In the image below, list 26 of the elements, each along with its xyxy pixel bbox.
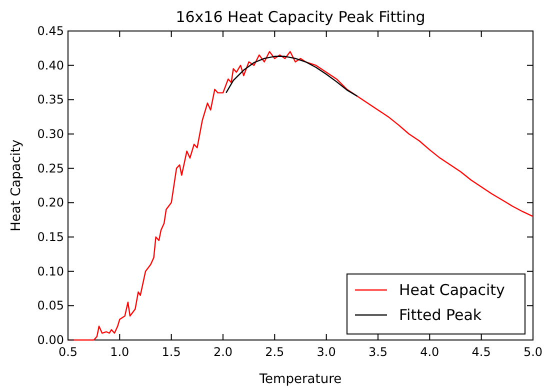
x-axis-title: Temperature <box>258 372 342 387</box>
x-tick-label: 1.5 <box>162 345 181 359</box>
x-tick-label: 2.0 <box>213 345 233 359</box>
y-tick-label: 0.40 <box>37 58 64 72</box>
y-tick-label: 0.35 <box>37 92 64 107</box>
x-tick-label: 4.5 <box>472 345 491 359</box>
y-tick-label: 0.25 <box>37 161 64 176</box>
y-tick-label: 0.00 <box>37 333 64 347</box>
y-tick-label: 0.30 <box>37 127 64 141</box>
x-tick-label: 2.5 <box>265 345 284 359</box>
chart-title: 16x16 Heat Capacity Peak Fitting <box>176 8 426 26</box>
x-tick-label: 1.0 <box>110 345 130 359</box>
legend-label: Fitted Peak <box>399 306 482 324</box>
y-tick-label: 0.10 <box>37 264 64 278</box>
x-tick-label: 3.5 <box>368 345 388 359</box>
y-tick-label: 0.05 <box>37 298 64 313</box>
y-axis-title: Heat Capacity <box>9 139 24 232</box>
y-tick-label: 0.15 <box>37 230 64 244</box>
legend-label: Heat Capacity <box>399 281 506 299</box>
x-tick-label: 0.5 <box>58 345 78 359</box>
line-series <box>226 56 358 97</box>
y-tick-label: 0.45 <box>37 24 64 38</box>
x-tick-label: 4.0 <box>420 345 440 359</box>
x-tick-label: 5.0 <box>523 345 543 359</box>
x-tick-label: 3.0 <box>316 345 336 359</box>
y-tick-label: 0.20 <box>37 196 64 210</box>
